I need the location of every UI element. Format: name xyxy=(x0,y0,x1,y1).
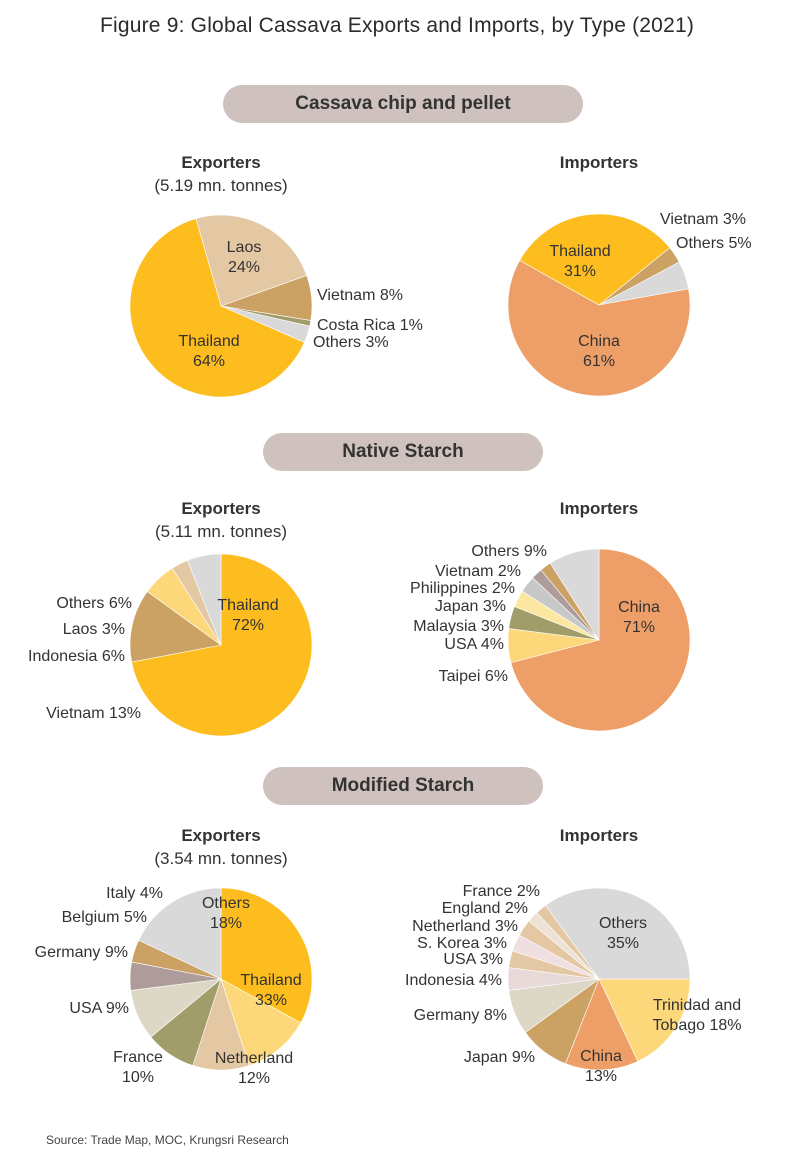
pie-2-label-vietnam: Vietnam 13% xyxy=(46,705,141,722)
pie-2-slice-vietnam xyxy=(129,591,222,663)
section-title-modified-starch: Modified Starch xyxy=(263,767,543,805)
native-exporters-header: Exporters xyxy=(181,499,261,518)
pie-5-label-trinidad-and-tobago: Trinidad and Tobago 18% xyxy=(653,997,742,1034)
pie-4-label-netherland: Netherland 12% xyxy=(215,1050,293,1087)
pie-4-label-belgium: Belgium 5% xyxy=(62,909,147,926)
pie-3-label-others: Others 9% xyxy=(471,543,547,560)
source-note: Source: Trade Map, MOC, Krungsri Researc… xyxy=(46,1133,289,1147)
pie-1-label-vietnam: Vietnam 3% xyxy=(660,211,746,228)
pie-4-label-usa: USA 9% xyxy=(69,1000,129,1017)
pie-1-label-others: Others 5% xyxy=(676,235,752,252)
pie-5-label-usa: USA 3% xyxy=(443,951,503,968)
pie-5-label-s-korea: S. Korea 3% xyxy=(417,935,507,952)
modified-exporters-total: (3.54 mn. tonnes) xyxy=(154,849,288,868)
pie-5-label-england: England 2% xyxy=(442,900,528,917)
pie-4-label-thailand: Thailand 33% xyxy=(240,972,301,1009)
chip-exporters-total: (5.19 mn. tonnes) xyxy=(154,176,288,195)
pie-2-label-others: Others 6% xyxy=(56,595,132,612)
native-importers-header: Importers xyxy=(559,499,639,518)
pie-5-slice-china xyxy=(565,978,639,1071)
pie-0-label-others: Others 3% xyxy=(313,334,389,351)
pie-2-label-laos: Laos 3% xyxy=(63,621,125,638)
pie-4-label-others: Others 18% xyxy=(202,895,250,932)
pie-5-slice-others xyxy=(545,887,691,980)
pie-2-slice-others xyxy=(187,553,222,646)
pie-2-slice-thailand xyxy=(131,553,313,737)
pie-4-slice-others xyxy=(138,887,222,980)
pie-5-label-france: France 2% xyxy=(463,883,540,900)
pie-0-label-laos: Laos 24% xyxy=(227,239,262,276)
pie-5-slice-trinidad-and-tobago xyxy=(598,978,691,1062)
pie-5-label-japan: Japan 9% xyxy=(464,1049,535,1066)
modified-exporters-header: Exporters xyxy=(181,826,261,845)
figure-title: Figure 9: Global Cassava Exports and Imp… xyxy=(99,14,695,37)
chip-importers-header: Importers xyxy=(559,153,639,172)
pie-3-label-china: China 71% xyxy=(618,599,660,636)
pie-3-label-philippines: Philippines 2% xyxy=(410,580,515,597)
pie-3-label-japan: Japan 3% xyxy=(435,598,506,615)
pie-5-label-germany: Germany 8% xyxy=(414,1007,507,1024)
pie-3-slice-others xyxy=(549,548,600,642)
pie-4-slice-netherland xyxy=(220,978,302,1066)
pie-3-label-malaysia: Malaysia 3% xyxy=(413,618,504,635)
pie-2-label-indonesia: Indonesia 6% xyxy=(28,648,125,665)
pie-5-label-indonesia: Indonesia 4% xyxy=(405,972,502,989)
pie-1-label-china: China 61% xyxy=(578,333,620,370)
pie-3-label-vietnam: Vietnam 2% xyxy=(435,563,521,580)
pie-0-slice-laos xyxy=(195,214,308,307)
native-exporters-total: (5.11 mn. tonnes) xyxy=(155,522,287,541)
modified-importers-header: Importers xyxy=(559,826,639,845)
pie-0-label-vietnam: Vietnam 8% xyxy=(317,287,403,304)
pie-0-label-costa-rica: Costa Rica 1% xyxy=(317,317,423,334)
pie-3-label-usa: USA 4% xyxy=(444,636,504,653)
pie-5-label-netherland: Netherland 3% xyxy=(412,918,518,935)
pie-3-slice-china xyxy=(510,548,691,732)
pie-1-slice-thailand xyxy=(519,213,671,306)
pie-4-label-france: France 10% xyxy=(113,1049,163,1086)
section-title-native-starch: Native Starch xyxy=(263,433,543,471)
pie-1-label-thailand: Thailand 31% xyxy=(549,243,610,280)
pie-0-slice-thailand xyxy=(129,218,305,398)
pie-4-label-italy: Italy 4% xyxy=(106,885,163,902)
pie-2-label-thailand: Thailand 72% xyxy=(217,597,278,634)
pie-5-label-china: China 13% xyxy=(580,1048,622,1085)
pie-5-label-others: Others 35% xyxy=(599,915,647,952)
pie-3-label-taipei: Taipei 6% xyxy=(439,668,508,685)
chip-exporters-header: Exporters xyxy=(181,153,261,172)
pie-0-label-thailand: Thailand 64% xyxy=(178,333,239,370)
section-title-chip-pellet: Cassava chip and pellet xyxy=(223,85,583,123)
pie-1-slice-china xyxy=(507,259,691,397)
pie-4-slice-thailand xyxy=(220,887,313,1024)
pie-4-label-germany: Germany 9% xyxy=(35,944,128,961)
